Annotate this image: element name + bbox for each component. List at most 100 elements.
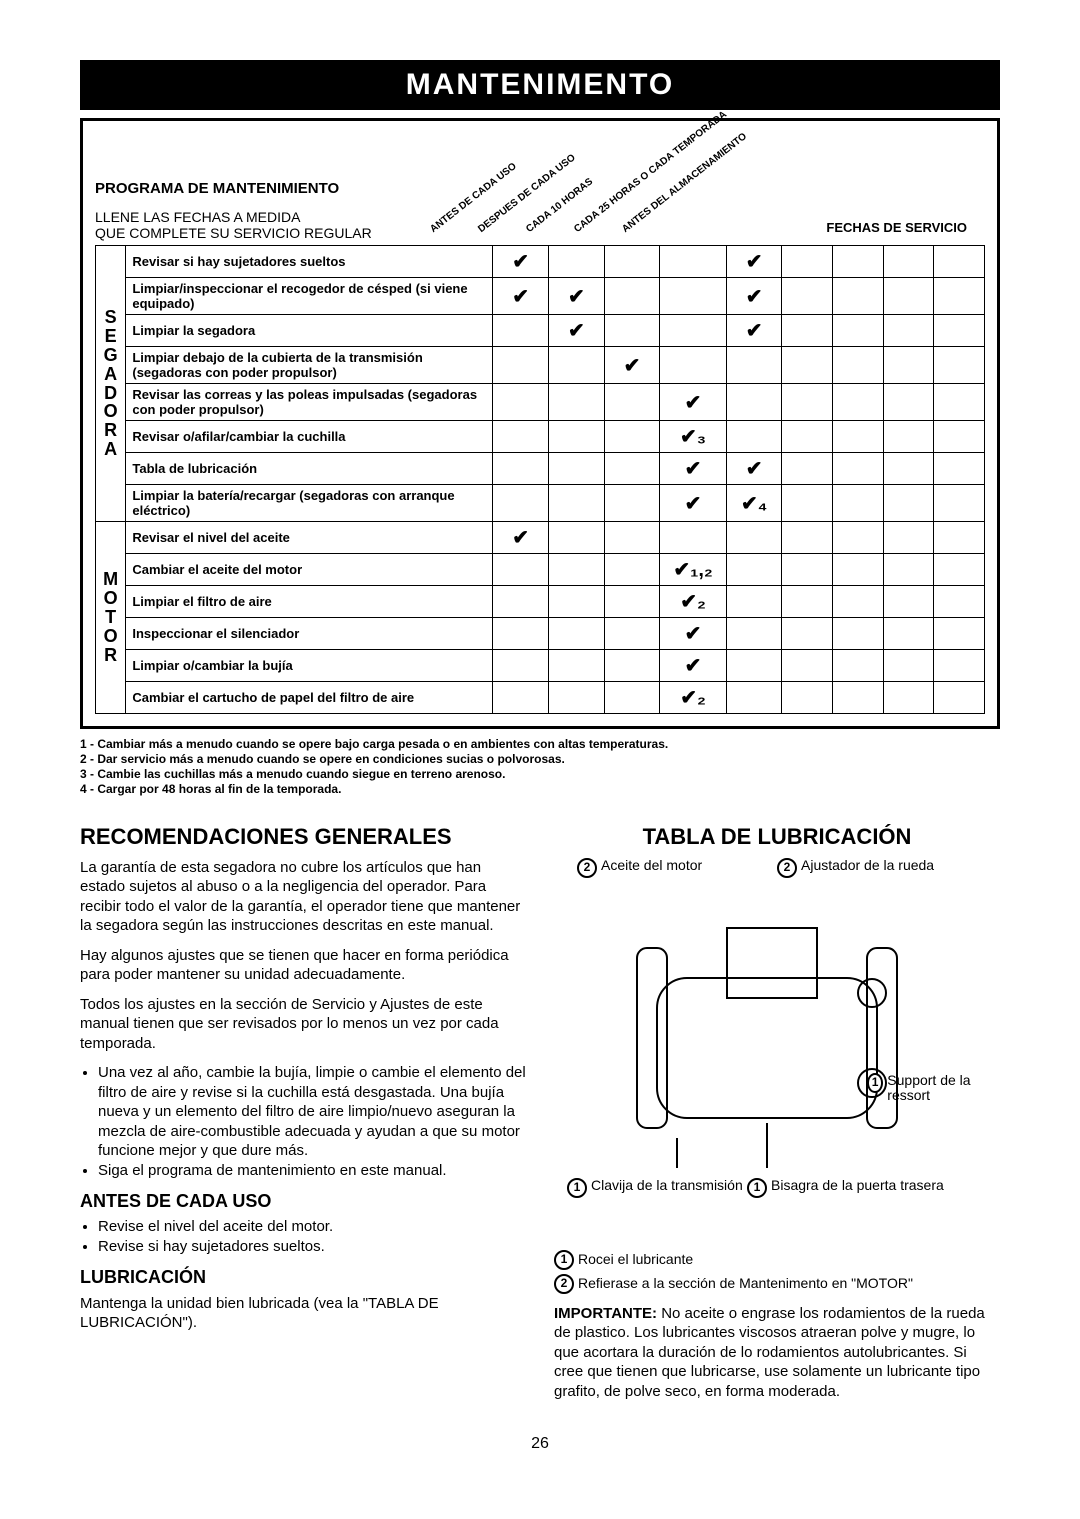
bullet-list-1: Una vez al año, cambie la bujía, limpie … (98, 1063, 526, 1180)
service-date-cell (833, 421, 884, 453)
circled-1-icon: 1 (554, 1250, 574, 1270)
check-cell: ✔ (493, 522, 549, 554)
heading-antes: ANTES DE CADA USO (80, 1190, 526, 1213)
footnote: 2 - Dar servicio más a menudo cuando se … (80, 752, 1000, 767)
service-date-cell (934, 384, 985, 421)
check-cell (493, 315, 549, 347)
service-date-cell (883, 347, 934, 384)
legend-1: 1 Rocei el lubricante (554, 1250, 1000, 1270)
table-row: MOTORRevisar el nivel del aceite✔ (96, 522, 985, 554)
para-1: La garantía de esta segadora no cubre lo… (80, 858, 526, 936)
check-cell: ✔ (726, 453, 782, 485)
check-cell (549, 347, 605, 384)
service-date-cell (934, 315, 985, 347)
para-2: Hay algunos ajustes que se tienen que ha… (80, 946, 526, 985)
service-date-cell (833, 485, 884, 522)
bullet-2: Siga el programa de mantenimiento en est… (98, 1161, 526, 1181)
row-description: Limpiar debajo de la cubierta de la tran… (126, 347, 493, 384)
service-date-cell (782, 315, 833, 347)
check-cell (604, 650, 660, 682)
service-date-cell (782, 554, 833, 586)
check-cell (549, 246, 605, 278)
check-cell: ✔ (660, 485, 726, 522)
service-date-cell (883, 246, 934, 278)
row-description: Cambiar el cartucho de papel del filtro … (126, 682, 493, 714)
check-cell: ✔ (493, 278, 549, 315)
label-bisagra-text: Bisagra de la puerta trasera (771, 1178, 944, 1193)
check-cell (549, 650, 605, 682)
check-cell (493, 453, 549, 485)
row-description: Limpiar/inspeccionar el recogedor de cés… (126, 278, 493, 315)
check-cell (604, 453, 660, 485)
check-cell (604, 586, 660, 618)
service-date-cell (782, 522, 833, 554)
body-columns: RECOMENDACIONES GENERALES La garantía de… (80, 815, 1000, 1411)
check-cell: ✔ (726, 278, 782, 315)
heading-lubricacion: LUBRICACIÓN (80, 1266, 526, 1289)
check-cell (604, 315, 660, 347)
check-cell (549, 485, 605, 522)
check-cell: ✔₃ (660, 421, 726, 453)
service-date-cell (934, 246, 985, 278)
check-cell (604, 421, 660, 453)
service-date-cell (833, 453, 884, 485)
service-date-cell (883, 384, 934, 421)
schedule-heading: PROGRAMA DE MANTENIMIENTO (95, 180, 425, 197)
service-date-cell (883, 554, 934, 586)
service-date-cell (883, 278, 934, 315)
importante-para: IMPORTANTE: No aceite o engrase los roda… (554, 1304, 1000, 1402)
check-cell (604, 485, 660, 522)
check-cell (726, 522, 782, 554)
service-date-cell (934, 421, 985, 453)
heading-recomendaciones: RECOMENDACIONES GENERALES (80, 823, 526, 852)
check-cell (604, 682, 660, 714)
service-date-cell (883, 650, 934, 682)
service-date-cell (833, 315, 884, 347)
circled-2-icon: 2 (777, 858, 797, 878)
table-row: Limpiar debajo de la cubierta de la tran… (96, 347, 985, 384)
check-cell (604, 246, 660, 278)
table-row: Tabla de lubricación✔✔ (96, 453, 985, 485)
service-date-cell (934, 278, 985, 315)
service-date-cell (833, 586, 884, 618)
service-date-cell (934, 554, 985, 586)
table-row: Revisar las correas y las poleas impulsa… (96, 384, 985, 421)
bullet-list-2: Revise el nivel del aceite del motor. Re… (98, 1217, 526, 1256)
check-cell (549, 522, 605, 554)
label-ajustador-text: Ajustador de la rueda (801, 858, 934, 873)
check-cell: ✔ (726, 246, 782, 278)
check-cell (493, 384, 549, 421)
check-cell (604, 618, 660, 650)
bullet-3: Revise el nivel del aceite del motor. (98, 1217, 526, 1237)
service-date-cell (934, 586, 985, 618)
service-date-cell (782, 618, 833, 650)
check-cell: ✔₁,₂ (660, 554, 726, 586)
service-date-cell (833, 246, 884, 278)
schedule-sub2: QUE COMPLETE SU SERVICIO REGULAR (95, 225, 425, 241)
label-aceite: 2 Aceite del motor (577, 858, 702, 878)
check-cell (660, 347, 726, 384)
check-cell (604, 384, 660, 421)
service-date-cell (833, 682, 884, 714)
service-date-cell (883, 682, 934, 714)
check-cell: ✔ (660, 618, 726, 650)
service-date-cell (833, 278, 884, 315)
check-cell (549, 453, 605, 485)
circled-1-icon: 1 (867, 1073, 883, 1093)
row-description: Inspeccionar el silenciador (126, 618, 493, 650)
service-date-cell (782, 650, 833, 682)
service-date-cell (782, 682, 833, 714)
row-description: Limpiar la batería/recargar (segadoras c… (126, 485, 493, 522)
label-support: 1 Support de la ressort (867, 1073, 987, 1104)
service-date-cell (883, 522, 934, 554)
heading-tabla: TABLA DE LUBRICACIÓN (554, 823, 1000, 852)
check-cell (726, 421, 782, 453)
para-3: Todos los ajustes en la sección de Servi… (80, 995, 526, 1054)
service-date-cell (883, 453, 934, 485)
service-date-cell (934, 522, 985, 554)
check-cell (604, 522, 660, 554)
group-label: SEGADORA (96, 246, 126, 522)
check-cell: ✔ (660, 384, 726, 421)
check-cell (726, 682, 782, 714)
footnote: 3 - Cambie las cuchillas más a menudo cu… (80, 767, 1000, 782)
